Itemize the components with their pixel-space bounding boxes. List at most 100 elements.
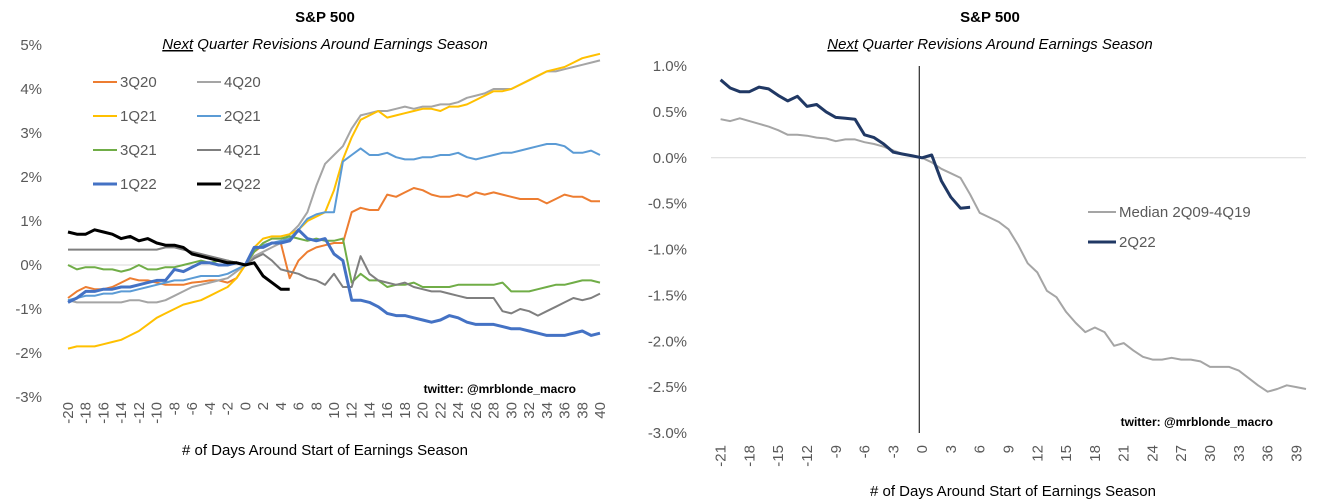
x-tick-label: 0 (237, 402, 254, 410)
x-tick-label: 16 (379, 402, 396, 419)
x-tick-label: -21 (713, 445, 730, 467)
x-tick-label: 21 (1116, 445, 1133, 462)
legend-label: 3Q20 (120, 74, 157, 91)
x-tick-label: -3 (885, 445, 902, 458)
x-axis-label: # of Days Around Start of Earnings Seaso… (182, 442, 468, 459)
x-axis-label: # of Days Around Start of Earnings Seaso… (870, 483, 1156, 500)
x-tick-label: 40 (592, 402, 609, 419)
subtitle-text: Quarter Revisions Around Earnings Season (858, 36, 1153, 53)
x-tick-label: -8 (166, 402, 183, 415)
y-tick-label: -1.0% (648, 242, 687, 259)
x-tick-label: -10 (149, 402, 166, 424)
y-tick-label: -2.5% (648, 379, 687, 396)
x-tick-label: 30 (1202, 445, 1219, 462)
y-tick-label: -2.0% (648, 333, 687, 350)
x-tick-label: 24 (450, 402, 467, 419)
series-line-2q21 (67, 143, 601, 302)
x-tick-label: 34 (539, 402, 556, 419)
legend: Median 2Q09-4Q19 2Q22 (1088, 204, 1251, 251)
x-tick-label: 15 (1058, 445, 1075, 462)
x-tick-label: -12 (799, 445, 816, 467)
x-tick-label: 18 (1087, 445, 1104, 462)
x-tick-label: 20 (415, 402, 432, 419)
y-tick-label: -3.0% (648, 425, 687, 442)
series-line-2q22 (719, 78, 971, 210)
credit-text: twitter: @mrblonde_macro (1121, 415, 1273, 429)
x-tick-label: 32 (521, 402, 538, 419)
chart-2: S&P 500 Next Quarter Revisions Around Ear… (648, 9, 1307, 500)
x-tick-label: 24 (1144, 445, 1161, 462)
legend-label: 1Q22 (120, 176, 157, 193)
y-tick-label: 0.5% (653, 104, 687, 121)
x-tick-label: 33 (1231, 445, 1248, 462)
chart-subtitle: Next Quarter Revisions Around Earnings S… (827, 36, 1152, 53)
x-tick-label: 36 (557, 402, 574, 419)
y-tick-label: 0% (20, 257, 42, 274)
x-tick-label: 14 (361, 402, 378, 419)
y-tick-label: 2% (20, 169, 42, 186)
series-line-median 2q09-4q19 (720, 117, 1307, 393)
y-tick-label: -3% (15, 389, 42, 406)
legend-label: 2Q21 (224, 108, 261, 125)
x-tick-label: 36 (1260, 445, 1277, 462)
legend-label: 4Q21 (224, 142, 261, 159)
series-line-1q22 (67, 228, 601, 337)
x-tick-label: -15 (770, 445, 787, 467)
chart-title: S&P 500 (295, 9, 355, 26)
y-tick-label: 1.0% (653, 58, 687, 75)
chart-title: S&P 500 (960, 9, 1020, 26)
x-tick-label: 8 (308, 402, 325, 410)
x-tick-label: -20 (60, 402, 77, 424)
x-tick-label: 22 (432, 402, 449, 419)
chart-subtitle: Next Quarter Revisions Around Earnings S… (162, 36, 487, 53)
y-tick-label: 1% (20, 213, 42, 230)
x-tick-label: 2 (255, 402, 272, 410)
series-line-3q20 (67, 187, 600, 299)
series-line-3q21 (67, 235, 601, 293)
x-tick-label: 28 (486, 402, 503, 419)
x-tick-label: -6 (857, 445, 874, 458)
y-tick-label: -0.5% (648, 196, 687, 213)
legend: 3Q20 4Q20 1Q21 2Q21 3Q21 4Q21 1Q22 2Q22 (93, 74, 261, 193)
subtitle-text: Quarter Revisions Around Earnings Season (193, 36, 488, 53)
x-tick-label: 9 (1001, 445, 1018, 453)
x-tick-label: -9 (828, 445, 845, 458)
series-line-4q21 (68, 246, 601, 317)
x-tick-label: 12 (344, 402, 361, 419)
legend-label: Median 2Q09-4Q19 (1119, 204, 1251, 221)
legend-label: 1Q21 (120, 108, 157, 125)
y-tick-label: -1.5% (648, 287, 687, 304)
x-tick-label: 3 (943, 445, 960, 453)
x-tick-label: 10 (326, 402, 343, 419)
x-tick-label: 38 (574, 402, 591, 419)
x-tick-label: 26 (468, 402, 485, 419)
x-tick-label: -12 (131, 402, 148, 424)
legend-label: 2Q22 (1119, 234, 1156, 251)
x-tick-label: 39 (1288, 445, 1305, 462)
y-tick-label: -1% (15, 301, 42, 318)
y-tick-label: 0.0% (653, 150, 687, 167)
x-tick-label: 12 (1029, 445, 1046, 462)
x-tick-label: 18 (397, 402, 414, 419)
legend-label: 2Q22 (224, 176, 261, 193)
x-tick-label: -4 (202, 402, 219, 415)
legend-label: 4Q20 (224, 74, 261, 91)
x-tick-label: -16 (95, 402, 112, 424)
y-tick-label: 3% (20, 125, 42, 142)
series-line-1q21 (67, 52, 601, 350)
x-tick-label: -6 (184, 402, 201, 415)
x-tick-label: 6 (291, 402, 308, 410)
x-tick-label: 6 (972, 445, 989, 453)
x-tick-label: 30 (503, 402, 520, 419)
subtitle-emphasis: Next (162, 36, 194, 53)
credit-text: twitter: @mrblonde_macro (424, 382, 576, 396)
legend-label: 3Q21 (120, 142, 157, 159)
x-tick-label: -2 (220, 402, 237, 415)
x-tick-label: 0 (914, 445, 931, 453)
y-tick-label: -2% (15, 345, 42, 362)
x-tick-label: -14 (113, 402, 130, 424)
chart-1: S&P 500 Next Quarter Revisions Around Ear… (15, 9, 609, 459)
series-line-2q22 (67, 228, 290, 291)
